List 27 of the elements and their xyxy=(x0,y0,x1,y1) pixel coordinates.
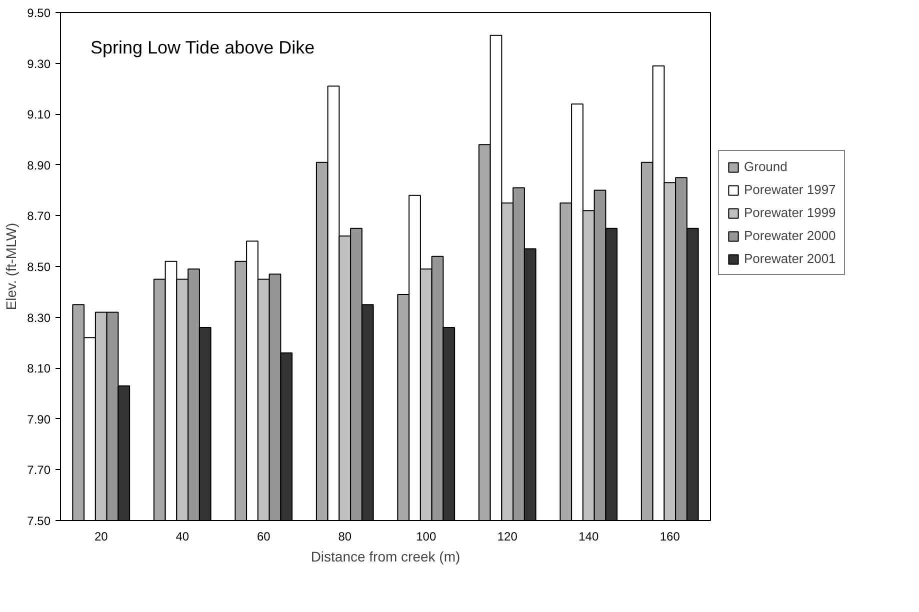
x-tick-label: 140 xyxy=(578,530,599,544)
y-tick-label: 9.30 xyxy=(27,56,51,71)
y-tick-label: 9.50 xyxy=(27,6,51,20)
x-tick-label: 120 xyxy=(497,530,518,544)
y-tick-label: 8.90 xyxy=(27,158,51,172)
legend-label: Porewater 2000 xyxy=(744,228,836,243)
x-tick-label: 160 xyxy=(660,530,680,544)
y-tick-label: 8.70 xyxy=(27,209,51,224)
y-tick-label: 8.10 xyxy=(27,362,51,376)
y-axis-title: Elev. (ft-MLW) xyxy=(3,222,20,310)
legend-label: Porewater 2001 xyxy=(744,251,836,266)
x-axis-title: Distance from creek (m) xyxy=(310,548,460,564)
legend-label: Porewater 1997 xyxy=(744,182,836,197)
legend-label: Ground xyxy=(744,159,788,174)
y-tick-label: 9.10 xyxy=(27,108,51,122)
x-tick-label: 20 xyxy=(94,530,108,544)
x-tick-label: 40 xyxy=(176,530,190,544)
y-tick-label: 7.90 xyxy=(27,412,51,426)
y-tick-label: 8.50 xyxy=(27,260,51,274)
x-tick-label: 60 xyxy=(256,530,271,544)
legend-label: Porewater 1999 xyxy=(744,205,836,220)
x-tick-label: 100 xyxy=(416,530,436,544)
text: Spring Low Tide above Dike xyxy=(90,38,315,58)
x-tick-label: 80 xyxy=(338,530,352,544)
y-tick-label: 8.30 xyxy=(27,310,51,325)
y-tick-label: 7.50 xyxy=(27,514,51,528)
y-tick-label: 7.70 xyxy=(27,463,51,478)
